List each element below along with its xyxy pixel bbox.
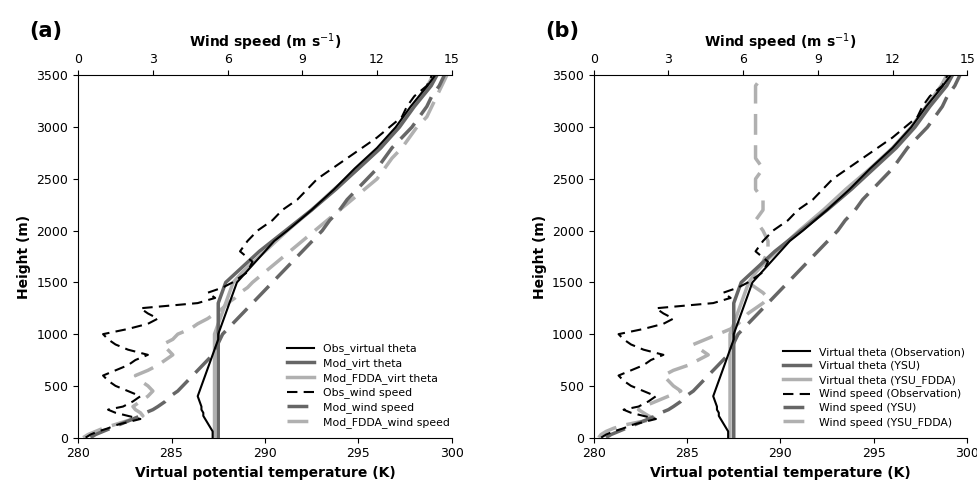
X-axis label: Virtual potential temperature (K): Virtual potential temperature (K) xyxy=(135,466,396,480)
Text: (a): (a) xyxy=(29,21,63,41)
Legend: Obs_virtual theta, Mod_virt theta, Mod_FDDA_virt theta, Obs_wind speed, Mod_wind: Obs_virtual theta, Mod_virt theta, Mod_F… xyxy=(282,339,453,432)
Legend: Virtual theta (Observation), Virtual theta (YSU), Virtual theta (YSU_FDDA), Wind: Virtual theta (Observation), Virtual the… xyxy=(779,343,969,432)
X-axis label: Virtual potential temperature (K): Virtual potential temperature (K) xyxy=(650,466,911,480)
Text: (b): (b) xyxy=(545,21,579,41)
X-axis label: Wind speed (m s$^{-1}$): Wind speed (m s$^{-1}$) xyxy=(704,32,857,53)
Y-axis label: Height (m): Height (m) xyxy=(17,214,31,299)
X-axis label: Wind speed (m s$^{-1}$): Wind speed (m s$^{-1}$) xyxy=(189,32,341,53)
Y-axis label: Height (m): Height (m) xyxy=(532,214,546,299)
